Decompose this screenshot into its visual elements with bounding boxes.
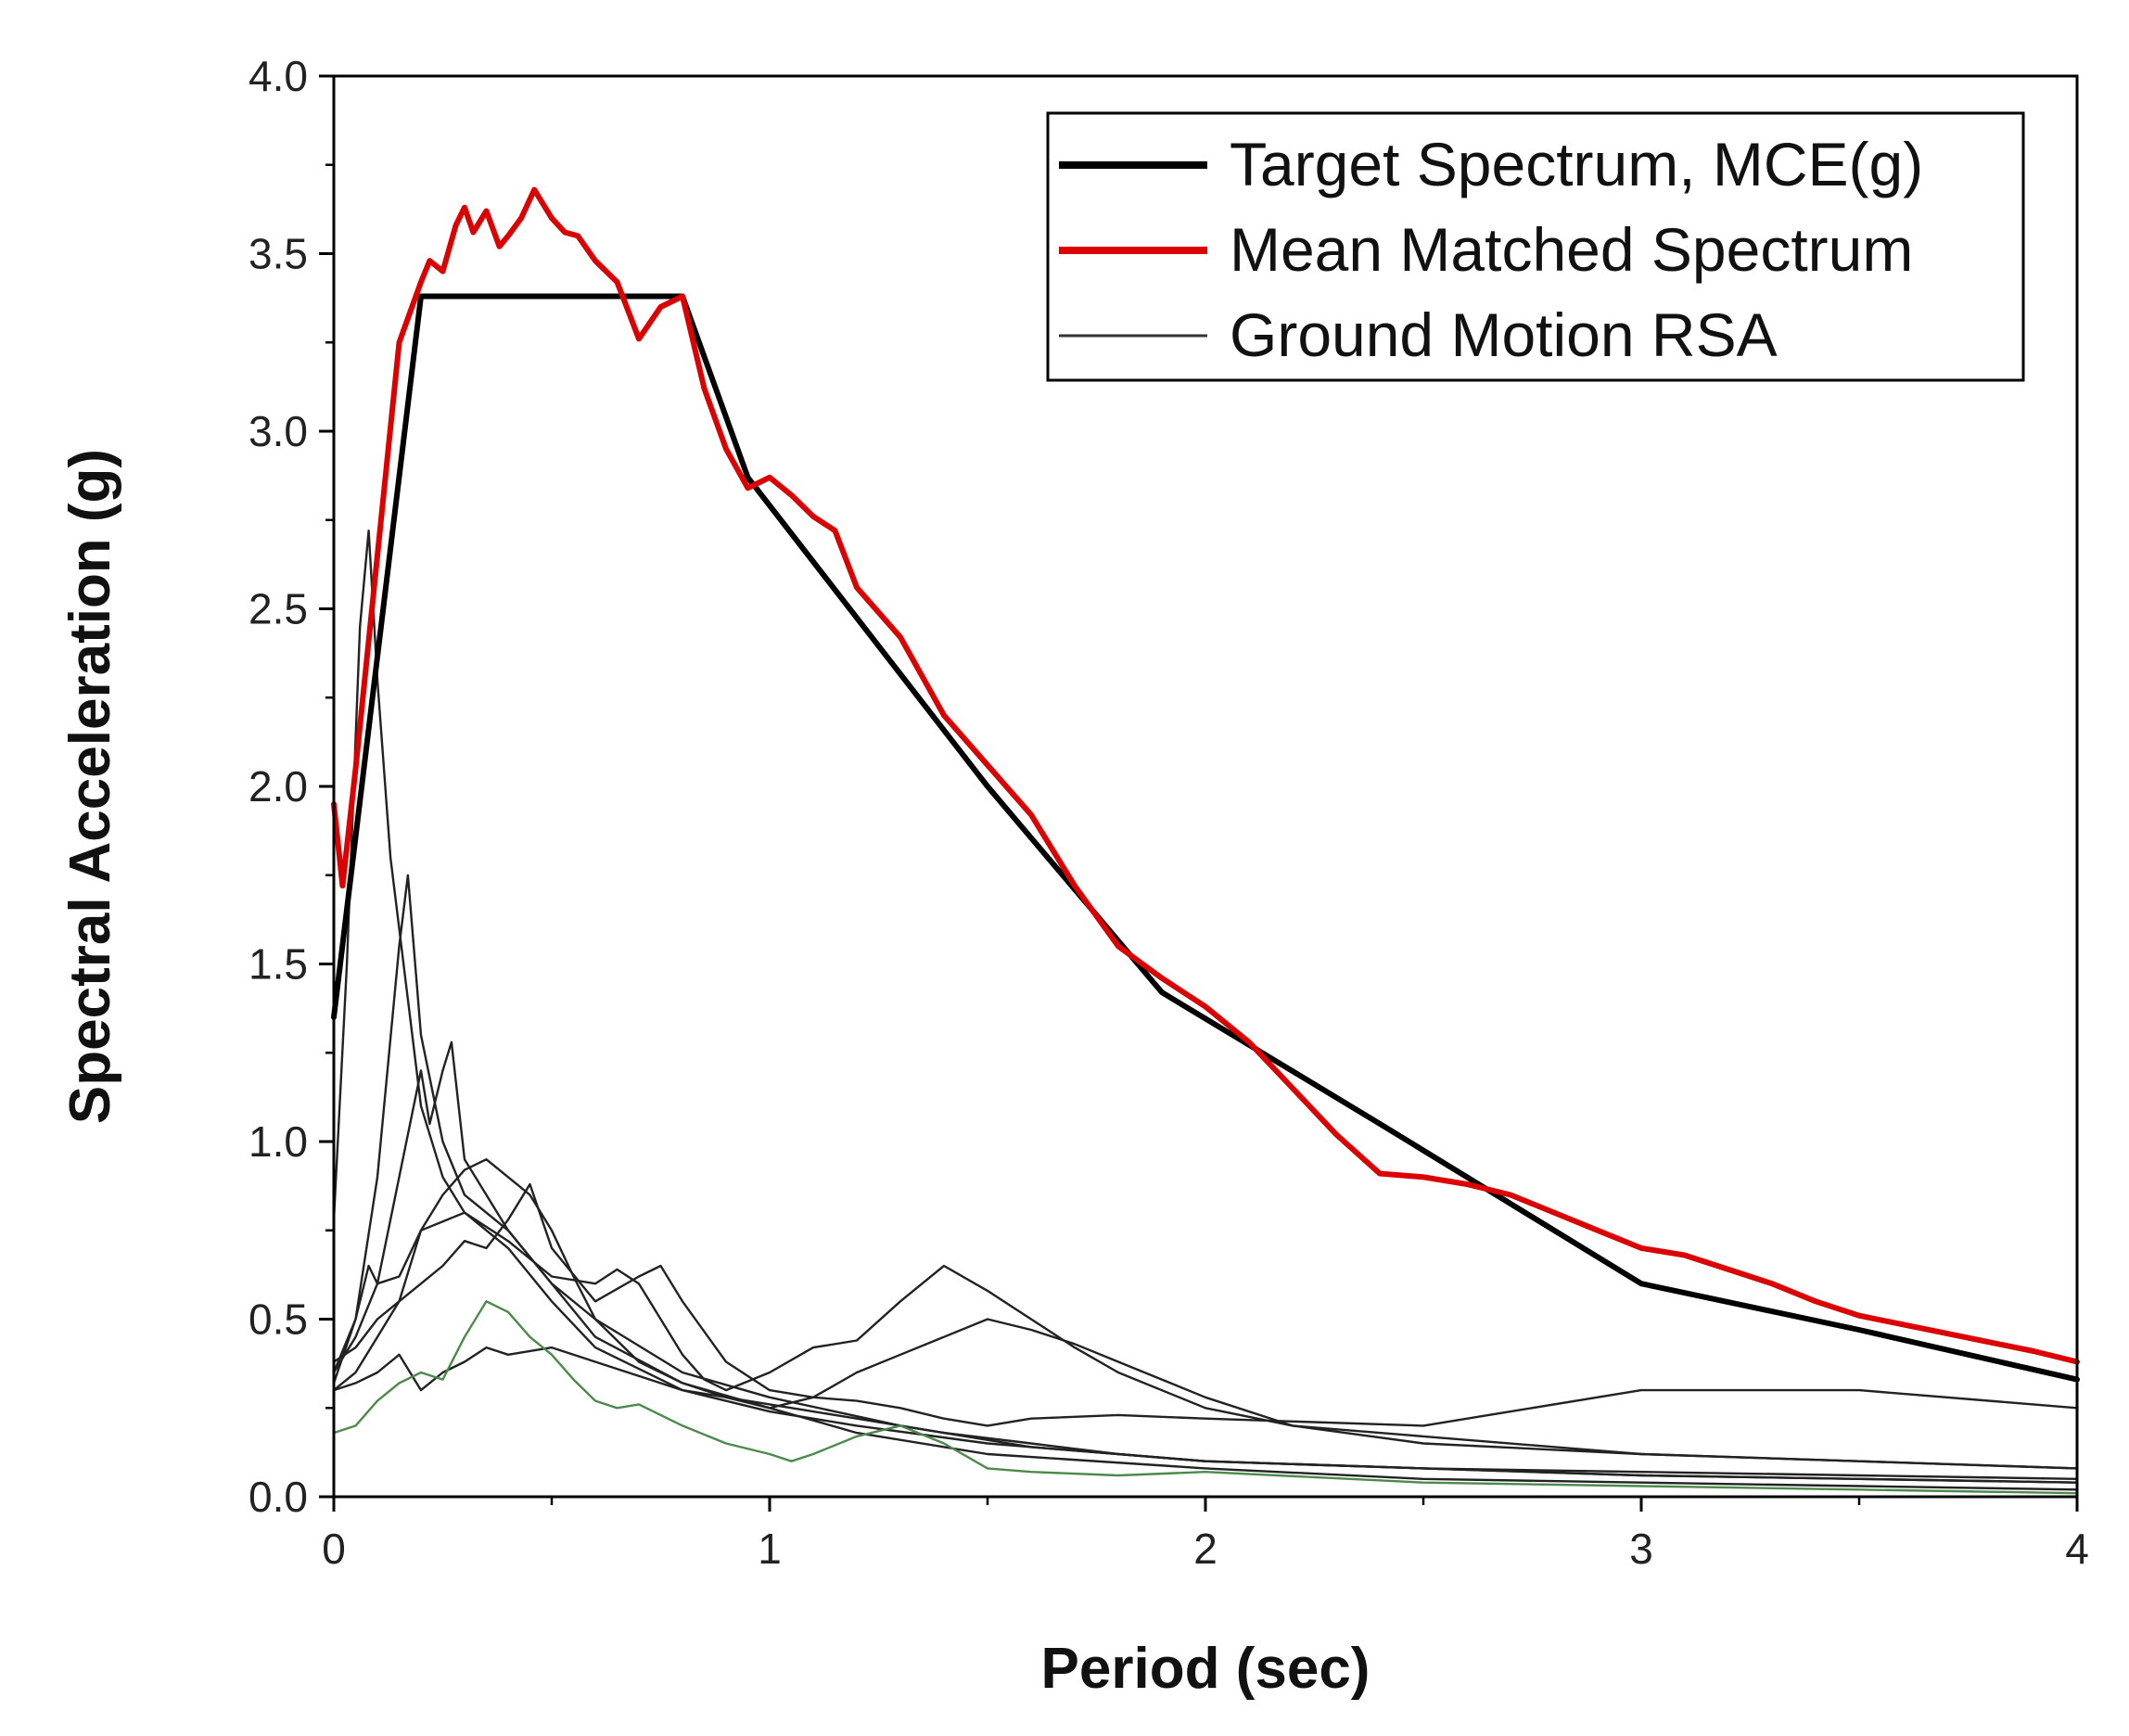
x-tick-label: 1 [758, 1525, 782, 1573]
legend-label: Mean Matched Spectrum [1230, 215, 1913, 284]
series-line-ground-motion-rsa-9 [332, 1300, 2079, 1495]
series-line-ground-motion-rsa-3 [332, 874, 2079, 1491]
series-line-ground-motion-rsa-8 [332, 1346, 2079, 1481]
series-line-ground-motion-rsa-5 [332, 1157, 2079, 1470]
y-tick-label: 1.5 [249, 940, 308, 989]
y-tick-label: 0.0 [249, 1473, 308, 1521]
tick-layer: 0 1 2 3 4 0.0 0.5 1.0 1.5 2.0 2.5 3.0 3.5 4.0 [249, 52, 2089, 1573]
legend: Target Spectrum, MCE(g) Mean Matched Spec… [1046, 111, 2025, 382]
x-axis-title: Period (sec) [1041, 1637, 1370, 1701]
series-layer [331, 186, 2080, 1495]
x-tick-label: 3 [1629, 1525, 1653, 1573]
legend-label: Target Spectrum, MCE(g) [1230, 130, 1923, 198]
series-line-ground-motion-rsa-7 [332, 1182, 2079, 1427]
y-tick-label: 2.0 [249, 762, 308, 811]
x-tick-label: 2 [1193, 1525, 1217, 1573]
y-tick-label: 1.0 [249, 1117, 308, 1166]
y-tick-label: 3.0 [249, 407, 308, 455]
legend-box [1046, 111, 2025, 382]
x-tick-label: 4 [2065, 1525, 2089, 1573]
y-tick-label: 0.5 [249, 1296, 308, 1344]
series-line-mean-matched-spectrum-1 [331, 186, 2080, 1365]
y-axis-title: Spectral Acceleration (g) [58, 449, 122, 1124]
y-tick-label: 3.5 [249, 230, 308, 278]
y-tick-label: 4.0 [249, 52, 308, 100]
series-line-ground-motion-rsa-6 [332, 1211, 2079, 1470]
y-tick-label: 2.5 [249, 585, 308, 633]
x-tick-label: 0 [322, 1525, 346, 1573]
legend-label: Ground Motion RSA [1230, 300, 1778, 369]
